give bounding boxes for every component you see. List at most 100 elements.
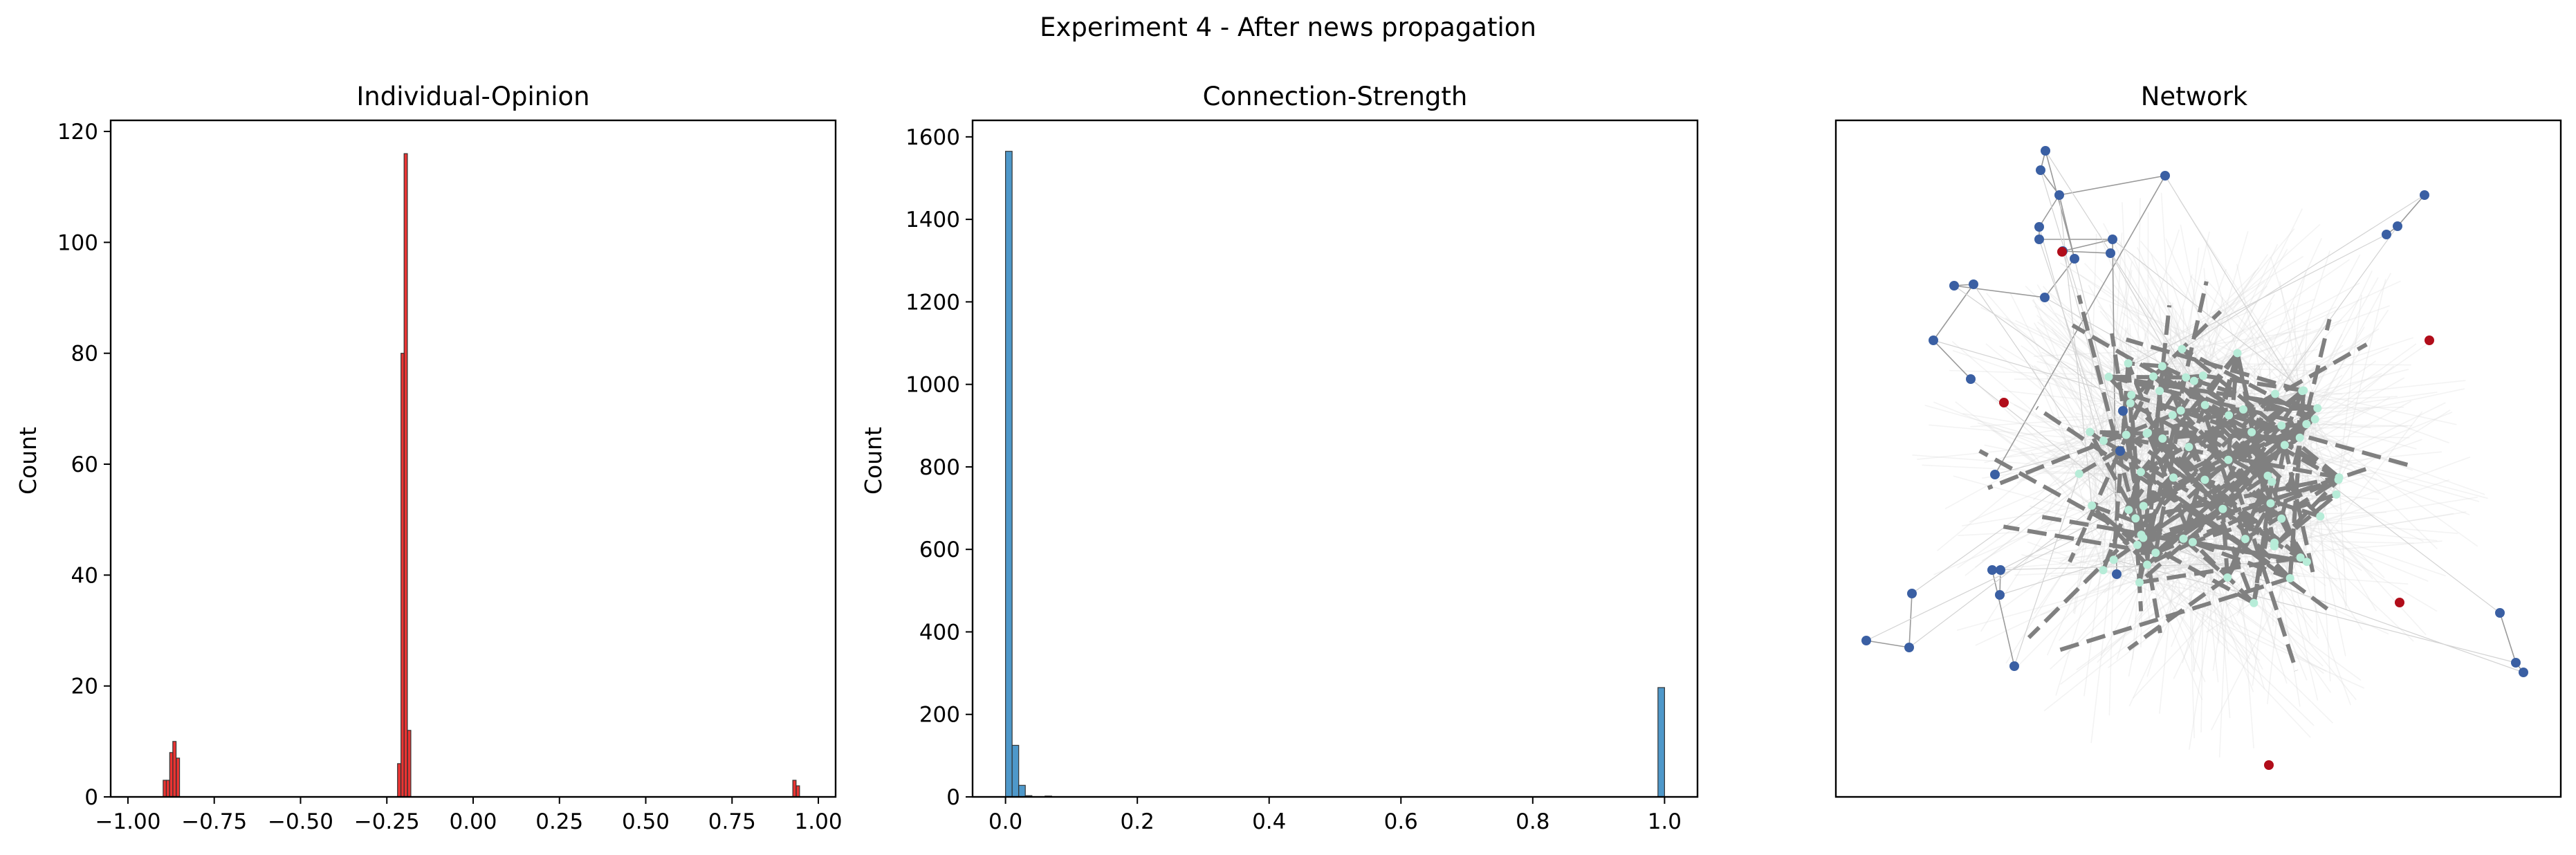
network-node	[2108, 235, 2117, 244]
network-node-core	[2313, 404, 2322, 413]
network-strong-edge	[2180, 347, 2341, 479]
opinion-y-ticks: 0 20 40 60 80 100 120	[57, 120, 111, 810]
network-weak-edge	[2146, 513, 2454, 566]
network-weak-edge	[2043, 477, 2340, 712]
network-node	[2115, 446, 2125, 456]
network-weak-edge	[2067, 284, 2238, 354]
p1-x-tick-label: 1.00	[795, 809, 843, 834]
network-strong-edge	[2137, 281, 2209, 583]
network-strong-edge	[2090, 430, 2147, 436]
network-strong-edge	[2282, 444, 2316, 577]
network-weak-edge	[1955, 401, 2092, 506]
network-node	[2420, 190, 2429, 200]
network-node-core	[2200, 401, 2209, 410]
p1-x-tick-label: 0.25	[535, 809, 583, 834]
network-weak-edge	[2337, 294, 2362, 480]
network-strong-edge	[2126, 362, 2175, 479]
network-link	[2039, 194, 2060, 228]
network-node-core	[2241, 535, 2250, 544]
network-node-core	[2200, 475, 2209, 484]
p1-x-tick-label: −0.50	[268, 809, 333, 834]
network-weak-edge	[2103, 402, 2446, 571]
network-weak-edge	[2146, 564, 2315, 726]
network-strong-edge	[2135, 389, 2306, 546]
network-strong-edge	[2128, 375, 2155, 405]
connection-x-ticks: 0.0 0.2 0.4 0.6 0.8 1.0	[988, 797, 1682, 834]
network-node	[2034, 235, 2044, 244]
network-node	[2495, 608, 2505, 618]
network-node-core	[2334, 475, 2343, 484]
network-strong-edge	[2252, 481, 2274, 604]
network-node-core	[2127, 390, 2136, 399]
network-strong-edge	[2204, 403, 2340, 482]
network-weak-edge	[2103, 270, 2133, 441]
network-weak-edge	[2141, 392, 2144, 538]
network-weak-edge	[2142, 537, 2267, 631]
network-node-core	[2131, 514, 2140, 523]
p1-x-tick-label: 0.75	[708, 809, 756, 834]
network-weak-edge	[1985, 343, 2104, 441]
network-weak-edge	[1956, 542, 2275, 631]
network-weak-edge	[2159, 280, 2401, 392]
network-node	[1861, 636, 1871, 645]
network-node-core	[2277, 514, 2286, 523]
network-node	[1966, 374, 1976, 384]
p2-x-tick-label: 0.2	[1121, 809, 1154, 834]
p2-x-tick-label: 0.4	[1252, 809, 1286, 834]
p2-y-tick-label: 0	[946, 785, 960, 810]
network-link	[1973, 284, 2129, 511]
network-node-core	[2296, 553, 2305, 562]
network-weak-edge	[2274, 271, 2307, 394]
network-node-core	[2149, 372, 2158, 381]
network-node	[1904, 643, 1914, 652]
network-strong-edge	[2142, 422, 2308, 508]
network-strong-edge	[2101, 471, 2143, 571]
network-node-core	[2224, 455, 2233, 464]
network-weak-edge	[2172, 414, 2229, 654]
network-strong-edge	[2179, 409, 2283, 520]
network-panel: Network	[1834, 82, 2562, 798]
network-node-extreme	[2057, 247, 2067, 257]
network-weak-edge	[1987, 559, 2114, 570]
network-strong-edge	[1978, 449, 2255, 605]
network-weak-edge	[2306, 423, 2408, 427]
network-strong-edge	[2059, 576, 2291, 652]
network-strong-edge	[2181, 347, 2317, 421]
network-weak-edge	[2193, 508, 2224, 672]
network-strong-edge	[2133, 518, 2144, 612]
p1-bar	[795, 785, 800, 798]
network-weak-edge	[1969, 473, 2080, 523]
network-link	[2164, 175, 2316, 420]
network-node-core	[2316, 512, 2325, 521]
p2-x-tick-label: 0.8	[1516, 809, 1549, 834]
network-plot-frame	[1834, 119, 2562, 798]
network-strong-edge	[2090, 504, 2149, 567]
network-node	[1996, 565, 2005, 575]
network-weak-edge	[2281, 517, 2458, 534]
network-node-extreme	[1999, 398, 2009, 407]
network-node-core	[2074, 469, 2083, 478]
network-weak-edge	[2147, 392, 2438, 434]
p1-y-tick-label: 80	[71, 342, 98, 367]
network-node-core	[2178, 344, 2187, 353]
connection-panel-title: Connection-Strength	[1203, 82, 1468, 111]
network-link	[1999, 559, 2114, 596]
network-node-core	[2267, 477, 2276, 486]
network-link	[1933, 284, 1974, 341]
network-weak-edge	[2108, 261, 2133, 377]
network-node-core	[2263, 471, 2272, 480]
network-node-core	[2139, 502, 2148, 511]
network-weak-edge	[2079, 473, 2267, 543]
network-link	[1970, 378, 2254, 604]
network-node-core	[2295, 433, 2304, 442]
network-node-core	[2126, 398, 2135, 407]
network-weak-edge	[2306, 423, 2348, 445]
network-node-core	[2233, 349, 2242, 358]
connection-bars	[1005, 151, 1665, 798]
network-link	[1991, 569, 2015, 667]
network-weak-edge	[2101, 441, 2104, 489]
p1-y-tick-label: 20	[71, 674, 98, 699]
p1-x-tick-label: 0.50	[622, 809, 670, 834]
network-node	[1949, 281, 1959, 291]
